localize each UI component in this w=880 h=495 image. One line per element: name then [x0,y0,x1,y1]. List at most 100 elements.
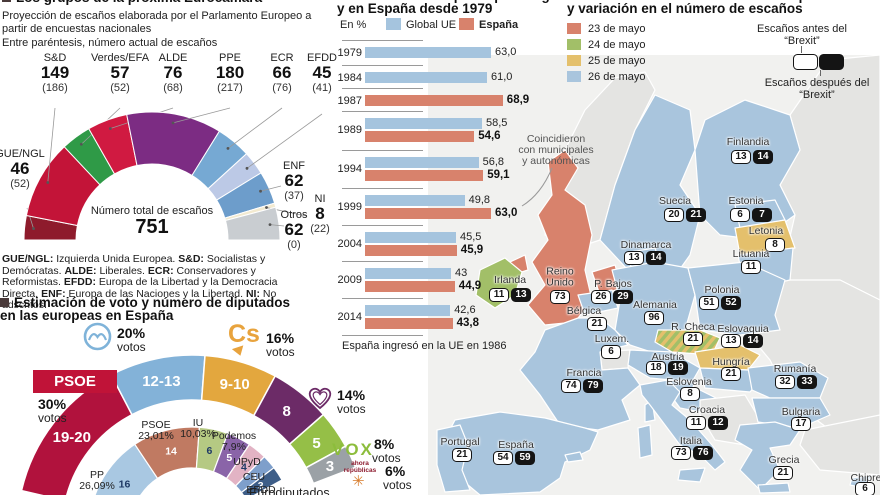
euro-hemicycle-chart [23,107,323,241]
map-title2: y variación en el número de escaños [567,1,803,16]
legend-label-25-mayo: 25 de mayo [588,55,646,67]
seats-before-brexit: 6 [730,208,750,222]
euro-label-Otros: Otros 62 (0) [281,209,308,251]
psoe-vote-pct: 30% [38,396,67,412]
year-label: 1999 [337,201,362,213]
euro-party-name: EFDD [307,52,337,64]
euro-footnote: GUE/NGL: Izquierda Unida Europea. S&D: S… [2,253,278,312]
map-country-bulgaria-label: Bulgaria [781,405,821,418]
spain-inner-seats-IU: 6 [206,445,212,457]
seats-before-brexit: 13 [731,150,751,164]
map-country-lituania-label: Lituania [732,247,770,260]
euro-party-seats: 62 [284,171,304,190]
seats-before-brexit: 20 [664,208,684,222]
leader-line-S&D [47,107,56,183]
brexit-pill-legend [793,54,844,70]
leader-line-PPE [172,107,231,124]
map-country-luxem--label: Luxem. [594,332,630,345]
bar-global-ue-1984 [365,72,487,83]
seats-before-brexit: 11 [686,416,706,430]
cs-logo: Cs [228,320,260,348]
seats-after-brexit: 79 [583,379,603,393]
map-country-polonia-seats: 51 52 [699,296,741,310]
map-country-hungr-a-seats: 21 [721,367,741,381]
map-country-austria-label: Austria [651,350,685,363]
row-separator [342,150,423,151]
seats-before-brexit: 73 [671,446,691,460]
euro-total-value: 751 [135,216,169,238]
euro-party-seats: 57 [110,63,130,82]
map-country-luxem--seats: 6 [601,345,621,359]
spain-inner-seats-EPDD: 3 [258,480,264,492]
spain-title: Estimación de voto y número de diputados [0,296,290,309]
map-country-ruman-a-seats: 32 33 [775,375,817,389]
seats-before-brexit: 11 [489,288,509,302]
euro-party-name: S&D [43,52,67,64]
annotation-connector-line [521,167,553,207]
bar-global-ue-2014 [365,305,451,316]
seats-before-brexit: 6 [601,345,621,359]
value-espana-2009: 44,9 [458,280,482,292]
bar-espana-1987 [365,95,503,106]
europe-map [428,55,880,495]
map-country-p-bajos-label: P. Bajos [594,277,632,290]
map-country-portugal-label: Portugal [440,435,480,448]
year-label: 1989 [337,124,362,136]
euro-total-label: Número total de escaños [90,205,214,217]
bar-global-ue-1989 [365,118,482,129]
seats-before-brexit: 54 [493,451,513,465]
spain-inner-seats-PSOE: 14 [165,446,177,458]
row-separator [342,261,423,262]
seats-after-brexit: 14 [743,334,763,348]
map-country-eslovenia-seats: 8 [680,387,700,401]
leader-dot-ALDE [108,127,112,130]
podemos-vote-pct: 14% [337,387,366,403]
bar-global-ue-1979 [365,47,491,58]
euro-label-EFDD: EFDD 45 (41) [307,52,337,94]
euro-party-current: (22) [310,223,330,235]
map-country-dinamarca-label: Dinamarca [620,238,672,251]
map-country-eslovenia-label: Eslovenia [666,375,712,388]
ahora-republicas-logo: ahora repúblicas [343,460,377,474]
seats-before-brexit: 51 [699,296,719,310]
leader-dot-Otros [268,223,272,227]
legend-swatch-26-mayo [567,71,581,82]
euro-party-seats: 45 [312,63,332,82]
year-label: 1987 [337,95,362,107]
legend-label-24-mayo: 24 de mayo [588,39,646,51]
euro-party-name: Otros [280,209,308,221]
euro-party-name: PPE [218,52,241,64]
participation-title: Evolución de la participación general [337,0,590,2]
value-espana-1987: 68,9 [506,94,530,106]
map-country-bulgaria-seats: 17 [791,417,811,431]
leader-line-ENF [260,185,282,192]
legend-swatch-global-ue [386,18,401,30]
map-country-reino-unido-label: Reino Unido [546,265,574,288]
leader-dot-GUE/NGL [32,227,35,230]
seats-after-brexit: 21 [686,208,706,222]
map-country-dinamarca-seats: 13 14 [624,251,666,265]
euro-panel-subtitle: Proyección de escaños elaborada por el P… [2,10,312,35]
legend-swatch-espana [459,18,474,30]
map-country-finlandia-seats: 13 14 [731,150,773,164]
value-global-ue-1984: 61,0 [491,71,513,83]
seats-before-brexit: 13 [721,334,741,348]
map-country-irlanda-seats: 11 13 [489,288,531,302]
spain-inner-seats-PP: 16 [119,478,131,490]
map-country-chipre-label: Chipre [850,471,880,484]
seats-after-brexit: 14 [646,251,666,265]
bar-espana-2004 [365,245,457,256]
spain-outer-seats-VOX: 5 [312,435,320,452]
euro-party-current: (52) [10,178,30,190]
row-separator [342,88,423,89]
legend-swatch-23-mayo [567,23,581,34]
pp-votos-word: votos [117,340,146,354]
map-country-reino-unido-seats: 73 [550,290,570,304]
map-country-irlanda-label: Irlanda [493,273,527,286]
value-global-ue-2004: 45,5 [460,231,482,243]
legend-label-26-mayo: 26 de mayo [588,71,646,83]
vox-vote-pct: 8% [374,436,395,452]
map-country-francia-seats: 74 79 [561,379,603,393]
spain-inner-seats-CEU: 3 [251,471,257,483]
